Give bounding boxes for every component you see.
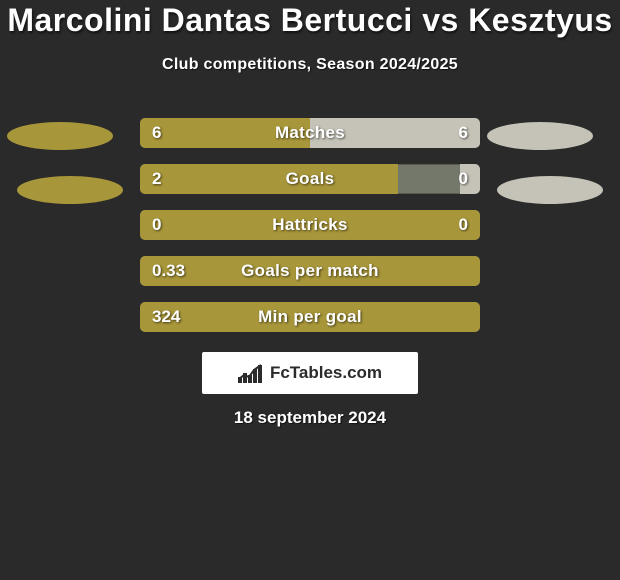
stat-row: Min per goal324 <box>140 302 480 332</box>
stat-label: Matches <box>140 118 480 148</box>
stat-value-right: 0 <box>459 210 468 240</box>
stat-label: Hattricks <box>140 210 480 240</box>
stat-value-left: 2 <box>152 164 161 194</box>
stat-value-right: 0 <box>459 164 468 194</box>
player-ellipse <box>7 122 113 150</box>
stat-row: Goals2 0 <box>140 164 480 194</box>
page-title: Marcolini Dantas Bertucci vs Kesztyus <box>0 0 620 38</box>
stat-value-left: 0.33 <box>152 256 185 286</box>
stat-label: Goals per match <box>140 256 480 286</box>
subtitle: Club competitions, Season 2024/2025 <box>0 56 620 74</box>
logo-trend-line <box>238 363 264 383</box>
stat-value-right: 6 <box>459 118 468 148</box>
player-ellipse <box>487 122 593 150</box>
stat-value-left: 0 <box>152 210 161 240</box>
stat-row: Hattricks0 0 <box>140 210 480 240</box>
stat-value-left: 324 <box>152 302 180 332</box>
stat-row: Matches6 6 <box>140 118 480 148</box>
player-ellipse <box>17 176 123 204</box>
comparison-infographic: Marcolini Dantas Bertucci vs Kesztyus Cl… <box>0 0 620 580</box>
bar-chart-icon <box>238 363 264 383</box>
branding-text: FcTables.com <box>270 363 382 383</box>
date-label: 18 september 2024 <box>0 408 620 428</box>
stat-label: Min per goal <box>140 302 480 332</box>
stat-row: Goals per match0.33 <box>140 256 480 286</box>
stat-value-left: 6 <box>152 118 161 148</box>
player-ellipse <box>497 176 603 204</box>
stat-label: Goals <box>140 164 480 194</box>
branding-badge: FcTables.com <box>202 352 418 394</box>
